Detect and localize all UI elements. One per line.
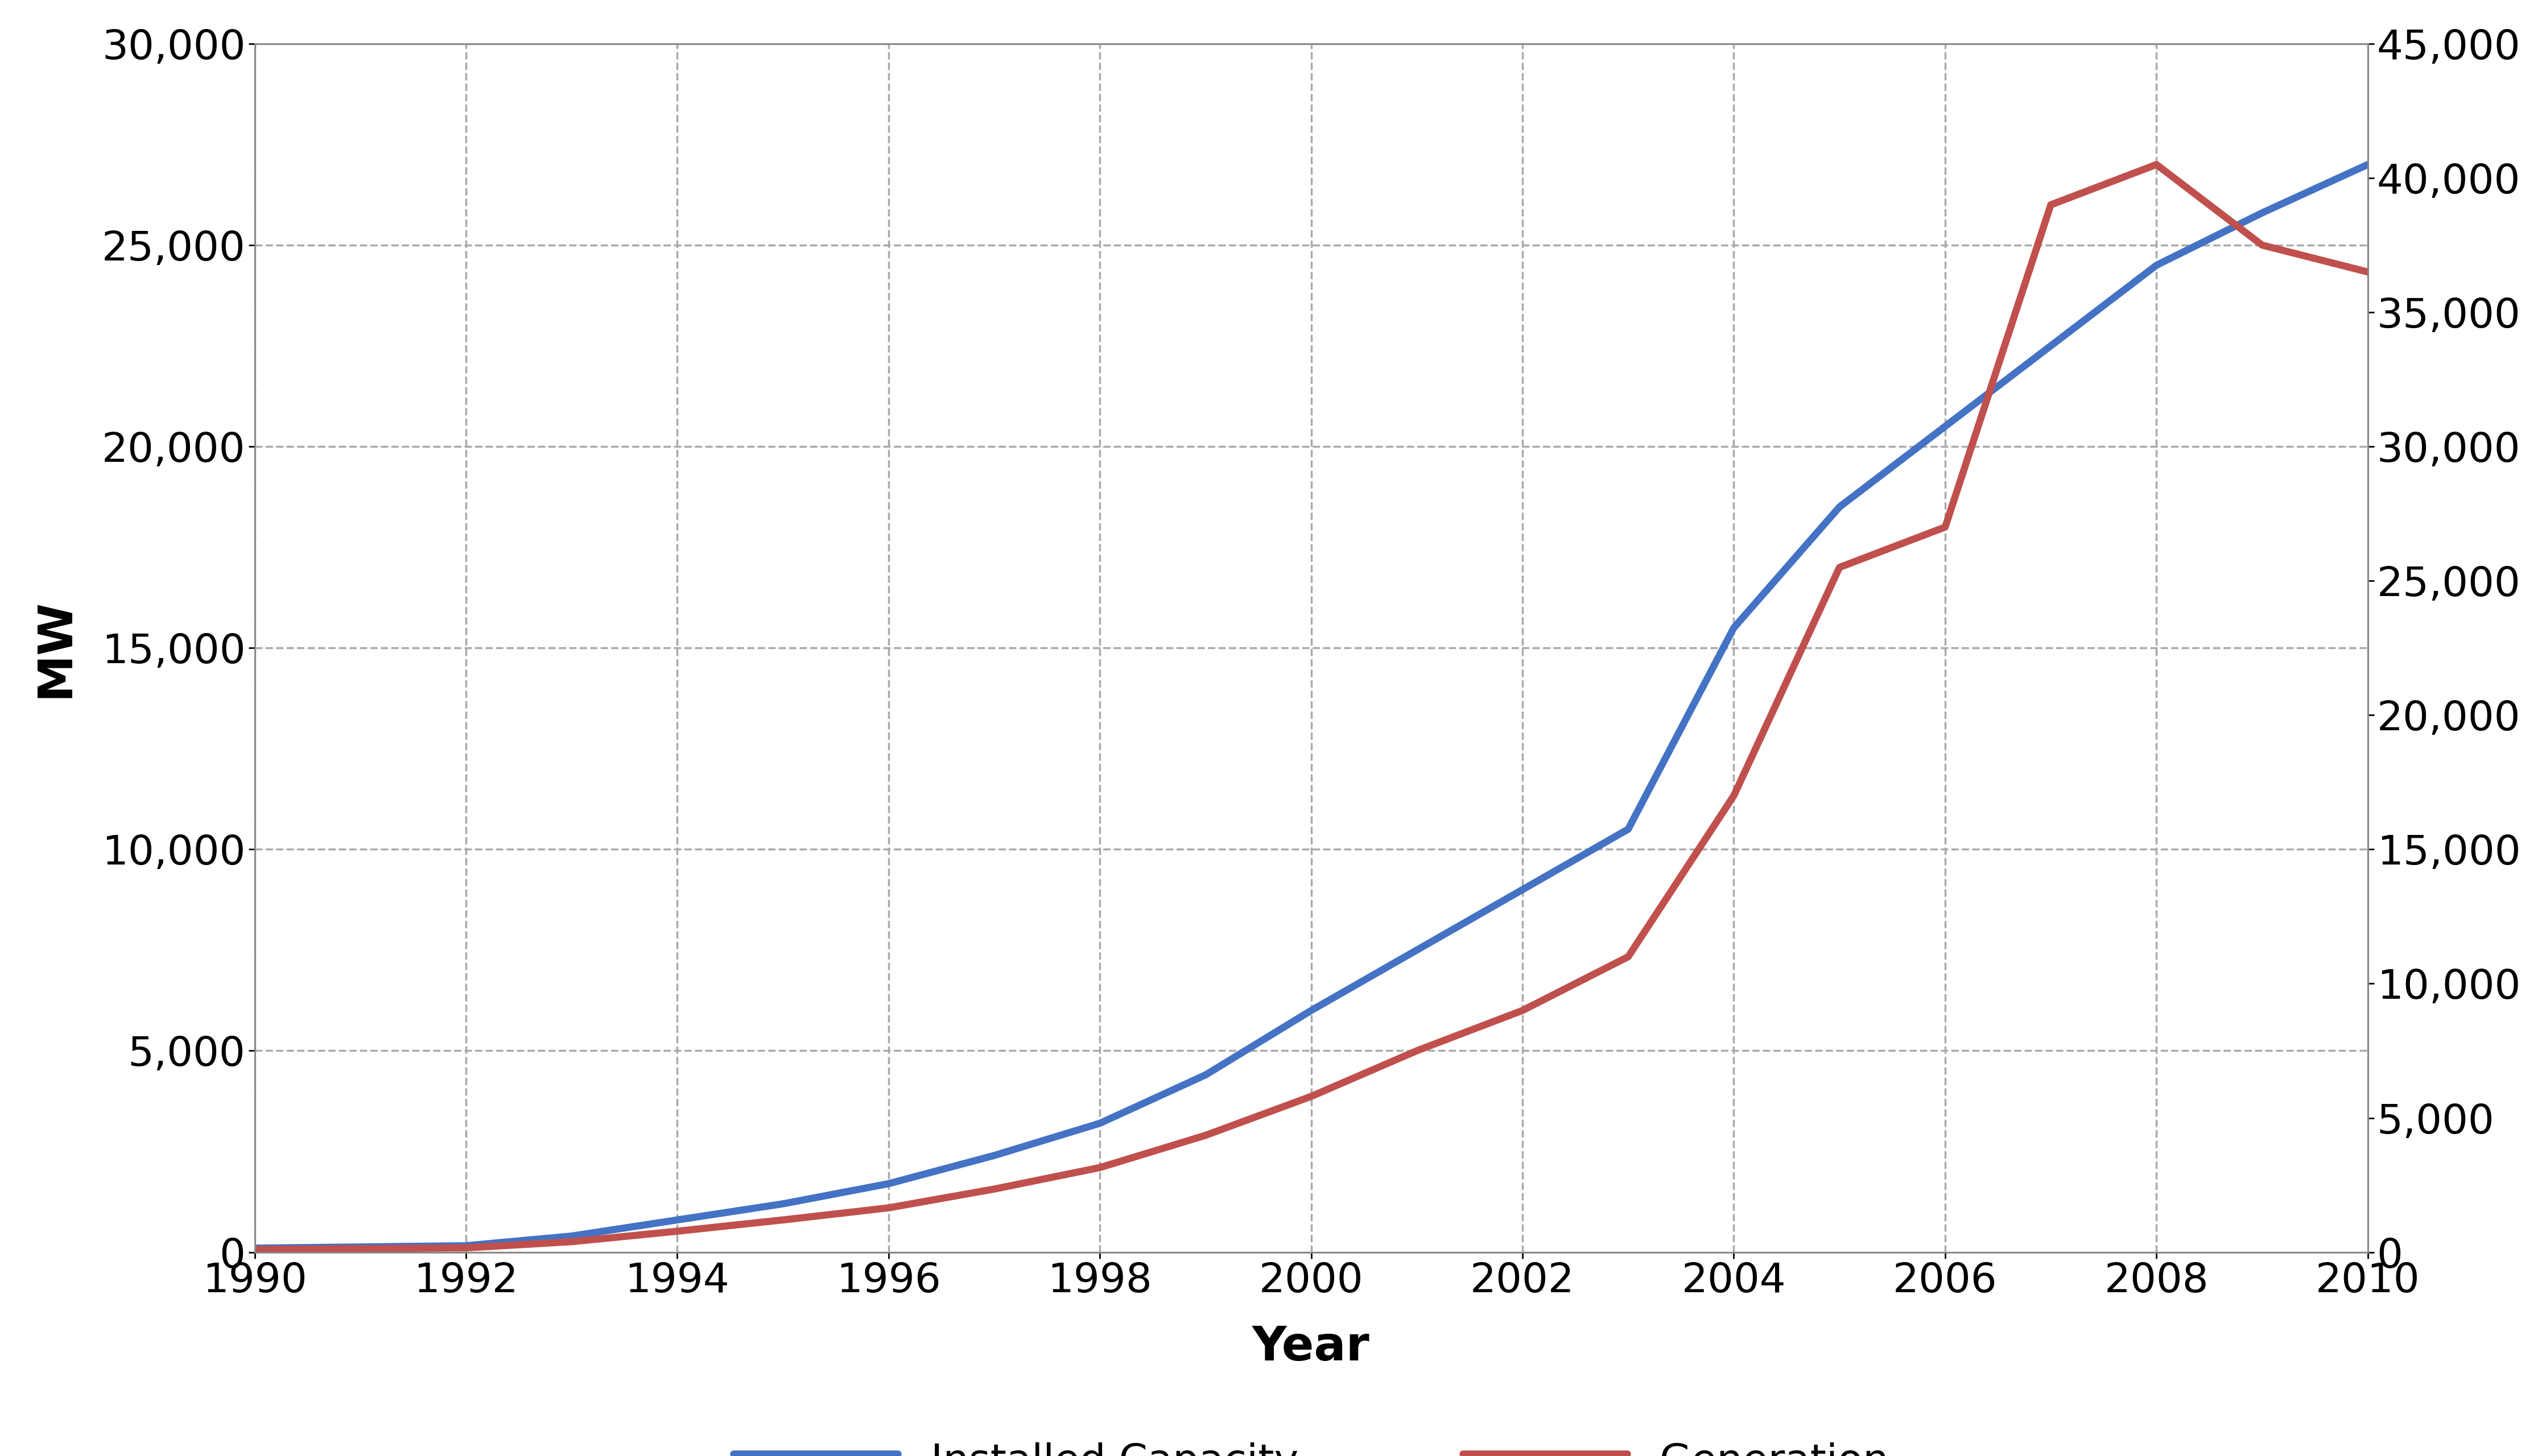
Installed Capacity xyxy=(769,1195,799,1213)
Generation xyxy=(451,1239,481,1257)
Generation xyxy=(2034,197,2065,214)
Installed Capacity xyxy=(1085,1114,1115,1131)
Installed Capacity xyxy=(873,1175,904,1192)
Installed Capacity xyxy=(2248,204,2279,221)
Generation xyxy=(558,1233,588,1251)
Line: Installed Capacity: Installed Capacity xyxy=(255,165,2368,1248)
Installed Capacity xyxy=(1296,1002,1326,1019)
Installed Capacity xyxy=(1930,418,1960,435)
Generation xyxy=(1403,1042,1433,1060)
Installed Capacity xyxy=(239,1239,270,1257)
X-axis label: Year: Year xyxy=(1253,1324,1370,1370)
Generation xyxy=(239,1241,270,1258)
Installed Capacity xyxy=(1823,498,1853,515)
Generation xyxy=(1719,786,1749,804)
Generation xyxy=(346,1241,377,1258)
Installed Capacity xyxy=(1614,821,1645,839)
Generation xyxy=(769,1211,799,1229)
Line: Generation: Generation xyxy=(255,165,2368,1249)
Installed Capacity xyxy=(558,1227,588,1245)
Installed Capacity xyxy=(1192,1066,1222,1083)
Installed Capacity xyxy=(346,1238,377,1255)
Installed Capacity xyxy=(2353,156,2383,173)
Installed Capacity xyxy=(451,1238,481,1255)
Installed Capacity xyxy=(2034,336,2065,354)
Generation xyxy=(873,1200,904,1217)
Generation xyxy=(1192,1127,1222,1144)
Installed Capacity xyxy=(978,1147,1008,1165)
Generation xyxy=(1823,559,1853,577)
Generation xyxy=(1296,1088,1326,1105)
Generation xyxy=(1614,948,1645,965)
Y-axis label: MW: MW xyxy=(33,598,79,697)
Installed Capacity xyxy=(662,1211,693,1229)
Legend: Installed Capacity, Generation: Installed Capacity, Generation xyxy=(693,1393,1930,1456)
Generation xyxy=(1930,518,1960,536)
Generation xyxy=(2353,264,2383,281)
Generation xyxy=(1085,1159,1115,1176)
Generation xyxy=(2141,156,2172,173)
Generation xyxy=(2248,236,2279,253)
Generation xyxy=(662,1223,693,1241)
Installed Capacity xyxy=(1507,881,1538,898)
Installed Capacity xyxy=(2141,256,2172,274)
Generation xyxy=(978,1181,1008,1198)
Generation xyxy=(1507,1002,1538,1019)
Installed Capacity xyxy=(1403,942,1433,960)
Installed Capacity xyxy=(1719,619,1749,636)
